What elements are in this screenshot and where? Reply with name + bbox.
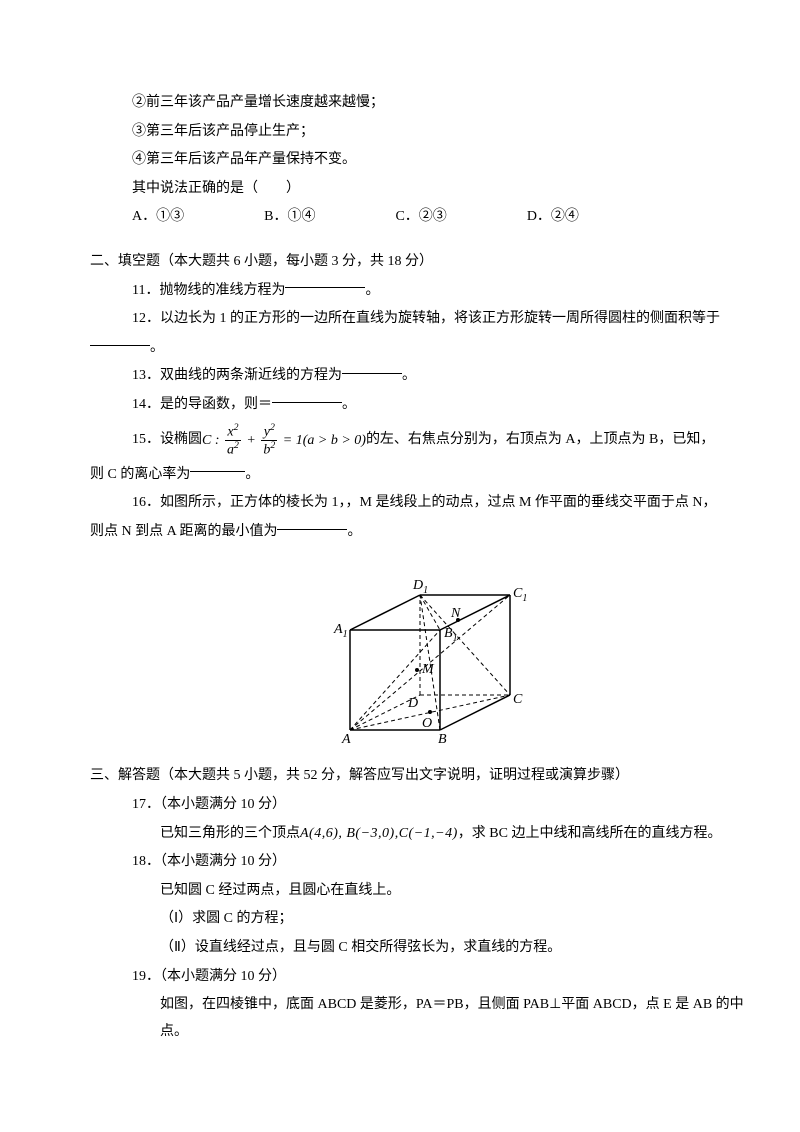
blank-q16: [277, 529, 347, 530]
blank-q15: [190, 471, 245, 472]
q17-l2: 已知三角形的三个顶点 A(4,6), B(−3,0),C(−1,−4) ，求 B…: [90, 821, 750, 848]
lbl-O: O: [422, 716, 432, 731]
lbl-A: A: [341, 732, 351, 745]
q10-prompt: 其中说法正确的是（ ）: [90, 176, 750, 203]
q19-l2: 如图，在四棱锥中，底面 ABCD 是菱形，PA＝PB，且侧面 PAB⊥平面 AB…: [90, 992, 750, 1045]
lbl-M: M: [421, 662, 435, 677]
q15-cont: 则 C 的离心率为 。: [90, 462, 750, 489]
q18-l4: （Ⅱ）设直线经过点，且与圆 C 相交所得弦长为，求直线的方程。: [90, 935, 750, 962]
lbl-C1: C1: [513, 586, 527, 604]
q11-text: 11．抛物线的准线方程为: [132, 278, 285, 305]
q10-options: A．①③ B．①④ C．②③ D．②④: [90, 204, 750, 231]
q15: 15．设椭圆 C : x2a2 + y2b2 = 1(a > b > 0) 的左…: [90, 423, 750, 458]
q13: 13．双曲线的两条渐近线的方程为 。: [90, 363, 750, 390]
q18-l3: （Ⅰ）求圆 C 的方程；: [90, 906, 750, 933]
cube-diagram: A B C D A1 B1 C1 D1 M N O: [310, 555, 530, 745]
lbl-B1: B1: [444, 626, 458, 644]
q10-opt-a: A．①③: [132, 204, 184, 231]
q14-text: 14．是的导函数，则＝: [132, 392, 272, 419]
q15-pre: 15．设椭圆: [132, 427, 202, 454]
blank-q14: [272, 402, 342, 403]
q10-stmt-2: ②前三年该产品产量增长速度越来越慢；: [90, 90, 750, 117]
q11: 11．抛物线的准线方程为 。: [90, 278, 750, 305]
blank-q12: [90, 345, 150, 346]
q17-l1: 17．（本小题满分 10 分）: [90, 792, 750, 819]
q18-l2: 已知圆 C 经过两点，且圆心在直线上。: [90, 878, 750, 905]
q10-opt-b: B．①④: [264, 204, 315, 231]
q15-math: C : x2a2 + y2b2 = 1(a > b > 0): [202, 423, 366, 458]
q14: 14．是的导函数，则＝ 。: [90, 392, 750, 419]
q10-stmt-4: ④第三年后该产品年产量保持不变。: [90, 147, 750, 174]
lbl-B: B: [438, 732, 447, 745]
q15-post: 的左、右焦点分别为，右顶点为 A，上顶点为 B，已知，: [366, 427, 714, 454]
q10-opt-c: C．②③: [395, 204, 446, 231]
lbl-D: D: [407, 696, 418, 711]
q18-l1: 18．（本小题满分 10 分）: [90, 849, 750, 876]
lbl-A1: A1: [333, 622, 348, 640]
q13-text: 13．双曲线的两条渐近线的方程为: [132, 363, 342, 390]
blank-q13: [342, 373, 402, 374]
q10-stmt-3: ③第三年后该产品停止生产；: [90, 119, 750, 146]
lbl-D1: D1: [412, 578, 428, 596]
lbl-C: C: [513, 692, 523, 707]
section-2-header: 二、填空题（本大题共 6 小题，每小题 3 分，共 18 分）: [90, 249, 750, 276]
section-3-header: 三、解答题（本大题共 5 小题，共 52 分，解答应写出文字说明，证明过程或演算…: [90, 763, 750, 790]
lbl-N: N: [450, 606, 461, 621]
q12: 12．以边长为 1 的正方形的一边所在直线为旋转轴，将该正方形旋转一周所得圆柱的…: [90, 306, 750, 333]
q12-cont: 。: [90, 335, 750, 362]
q16: 16．如图所示，正方体的棱长为 1，，M 是线段上的动点，过点 M 作平面的垂线…: [90, 490, 750, 517]
blank-q11: [285, 287, 365, 288]
q19-l1: 19．（本小题满分 10 分）: [90, 964, 750, 991]
q10-opt-d: D．②④: [527, 204, 579, 231]
q16-cont: 则点 N 到点 A 距离的最小值为 。: [90, 519, 750, 546]
q16-figure: A B C D A1 B1 C1 D1 M N O: [90, 555, 750, 745]
q17-math: A(4,6), B(−3,0),C(−1,−4): [300, 821, 458, 848]
